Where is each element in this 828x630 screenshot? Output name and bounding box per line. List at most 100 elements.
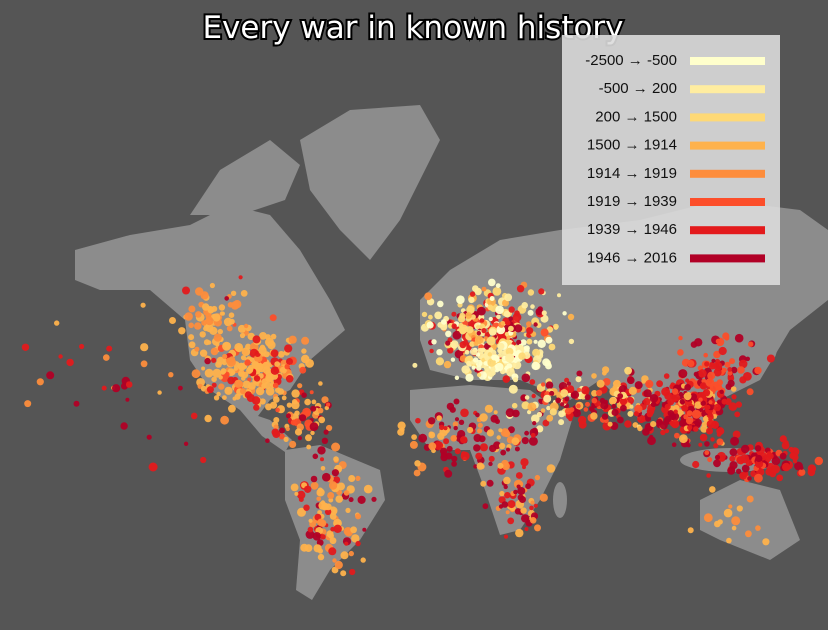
war-dot [310, 430, 315, 436]
war-dot [303, 410, 311, 417]
war-dot [305, 359, 314, 368]
war-dot [546, 405, 551, 411]
war-dot [348, 497, 354, 503]
war-dot [301, 392, 307, 399]
war-dot [526, 338, 533, 345]
war-dot [168, 372, 174, 378]
war-dot [514, 508, 522, 515]
war-dot [445, 340, 451, 346]
war-dot [617, 393, 624, 399]
war-dot [436, 415, 443, 421]
war-dot [450, 435, 458, 442]
war-dot [226, 325, 233, 332]
war-dot [483, 361, 488, 366]
war-dot [479, 443, 488, 452]
war-dot [500, 449, 507, 456]
war-dot [281, 395, 287, 401]
war-dot [699, 433, 708, 442]
war-dot [234, 393, 241, 400]
war-dot [228, 312, 235, 319]
war-dot [532, 427, 538, 434]
war-dot [322, 472, 331, 482]
war-dot [767, 452, 774, 460]
war-dot [262, 366, 271, 375]
war-dot [321, 437, 329, 444]
war-dot [713, 350, 721, 359]
war-dot [549, 408, 557, 416]
war-dot [523, 345, 530, 352]
war-dot [467, 426, 474, 434]
war-dot [436, 349, 443, 356]
war-dot [73, 400, 80, 407]
war-dot [798, 468, 806, 476]
war-dot [714, 454, 721, 460]
war-dot [329, 537, 337, 545]
war-dot [717, 519, 723, 525]
war-dot [178, 327, 186, 335]
war-dot [270, 366, 280, 375]
war-dot [728, 402, 738, 411]
war-dot [502, 375, 511, 383]
war-dot [782, 462, 791, 472]
war-dot [503, 430, 511, 438]
war-dot [58, 354, 63, 359]
war-dot [736, 505, 743, 512]
war-dot [412, 362, 418, 368]
war-dot [285, 426, 290, 432]
war-dot [316, 488, 325, 497]
legend-swatch [690, 226, 765, 235]
war-dot [627, 376, 635, 385]
war-dot [456, 295, 465, 305]
war-dot [200, 291, 209, 300]
war-dot [348, 550, 354, 557]
war-dot [479, 413, 488, 422]
war-dot [729, 455, 736, 462]
war-dot [310, 481, 319, 490]
war-dot [259, 398, 266, 405]
war-dot [527, 402, 537, 412]
war-dot [507, 517, 515, 525]
legend-swatch [690, 85, 765, 94]
war-dot [218, 375, 223, 380]
war-dot [21, 343, 30, 351]
war-dot [360, 557, 366, 563]
war-dot [529, 517, 537, 524]
war-dot [646, 410, 653, 418]
war-dot [331, 442, 341, 452]
war-dot [514, 324, 523, 333]
war-dot [328, 532, 334, 539]
war-dot [320, 534, 326, 540]
war-dot [288, 335, 297, 344]
war-dot [591, 373, 597, 379]
war-dot [650, 401, 657, 408]
war-dot [729, 448, 738, 457]
war-dot [303, 504, 310, 511]
war-dot [332, 558, 337, 563]
war-dot [331, 469, 339, 477]
war-dot [324, 405, 329, 411]
war-dot [488, 347, 494, 353]
war-dot [290, 483, 299, 492]
war-dot [220, 370, 226, 375]
war-dot [371, 496, 377, 502]
title: Every war in known history [202, 10, 623, 46]
war-dot [713, 368, 722, 377]
war-dot [517, 487, 526, 495]
war-dot [705, 404, 711, 410]
war-dot [305, 530, 315, 539]
war-dot [469, 341, 476, 347]
war-dot [458, 419, 465, 425]
war-dot [308, 518, 313, 523]
war-dot [148, 462, 158, 472]
war-dot [531, 361, 540, 371]
war-dot [224, 296, 229, 301]
legend-swatch [690, 254, 765, 263]
war-dot [146, 434, 152, 440]
war-dot [465, 373, 474, 382]
war-dot [450, 340, 459, 349]
war-dot [355, 475, 361, 481]
legend-swatch [690, 113, 765, 122]
war-dot [505, 353, 515, 363]
war-dot [525, 483, 531, 490]
war-dot [312, 453, 319, 460]
